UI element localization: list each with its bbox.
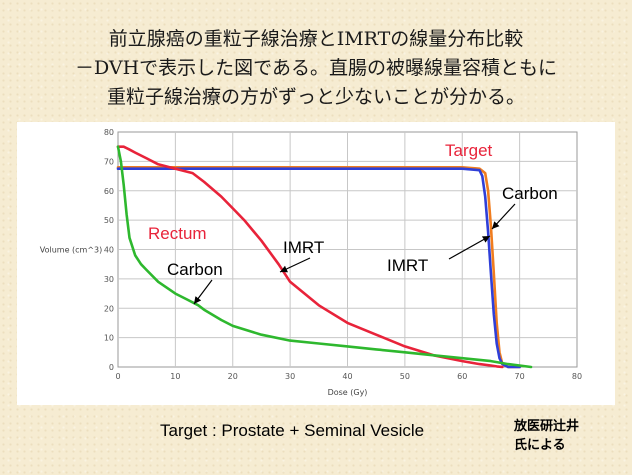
y-axis-label: Volume (cm^3) [40, 246, 103, 255]
dvh-chart-panel: 0 10 20 30 40 50 60 70 80 0 10 20 30 40 50 60 70 80 Dose (… [17, 122, 615, 405]
y-tick-label: 50 [104, 216, 114, 225]
target-footnote: Target : Prostate + Seminal Vesicle [160, 421, 425, 440]
y-tick-label: 60 [104, 187, 114, 196]
annotation-arrow [448, 235, 491, 260]
annotation-carbon: Carbon [167, 260, 223, 279]
x-tick-label: 30 [285, 372, 295, 381]
slide-heading-line-2: －DVHで表示した図である。直腸の被曝線量容積ともに [74, 57, 557, 79]
x-tick-label: 10 [170, 372, 180, 381]
series-line-rectum-imrt [116, 145, 504, 369]
y-tick-label: 0 [109, 363, 114, 372]
x-tick-label: 40 [342, 372, 352, 381]
y-tick-label: 30 [104, 275, 114, 284]
annotation-arrow [279, 257, 311, 273]
dvh-chart: 0 10 20 30 40 50 60 70 80 0 10 20 30 40 50 60 70 80 Dose (… [40, 128, 582, 397]
x-tick-label: 70 [515, 372, 525, 381]
y-tick-label: 10 [104, 334, 114, 343]
credit-line-2: 氏による [514, 438, 566, 453]
annotation-carbon: Carbon [502, 184, 558, 203]
annotation-imrt: IMRT [283, 238, 324, 257]
y-tick-label: 80 [104, 128, 114, 137]
x-tick-label: 0 [115, 372, 120, 381]
annotation-arrow [491, 203, 516, 230]
y-tick-label: 40 [104, 246, 114, 255]
x-tick-label: 80 [572, 372, 582, 381]
annotation-arrow [193, 279, 213, 305]
slide-heading-line-3: 重粒子線治療の方がずっと少ないことが分かる。 [106, 86, 525, 108]
y-tick-label: 70 [104, 157, 114, 166]
annotation-imrt: IMRT [387, 256, 428, 275]
slide-heading-line-1: 前立腺癌の重粒子線治療とIMRTの線量分布比較 [108, 28, 524, 50]
series-line-rectum-carbon [116, 145, 533, 369]
x-tick-label: 50 [400, 372, 410, 381]
annotation-target: Target [445, 141, 493, 160]
credit-line-1: 放医研辻井 [514, 419, 580, 434]
y-tick-label: 20 [104, 304, 114, 313]
x-axis-label: Dose (Gy) [328, 388, 368, 397]
x-tick-label: 20 [228, 372, 238, 381]
annotation-rectum: Rectum [148, 224, 207, 243]
x-tick-label: 60 [457, 372, 467, 381]
